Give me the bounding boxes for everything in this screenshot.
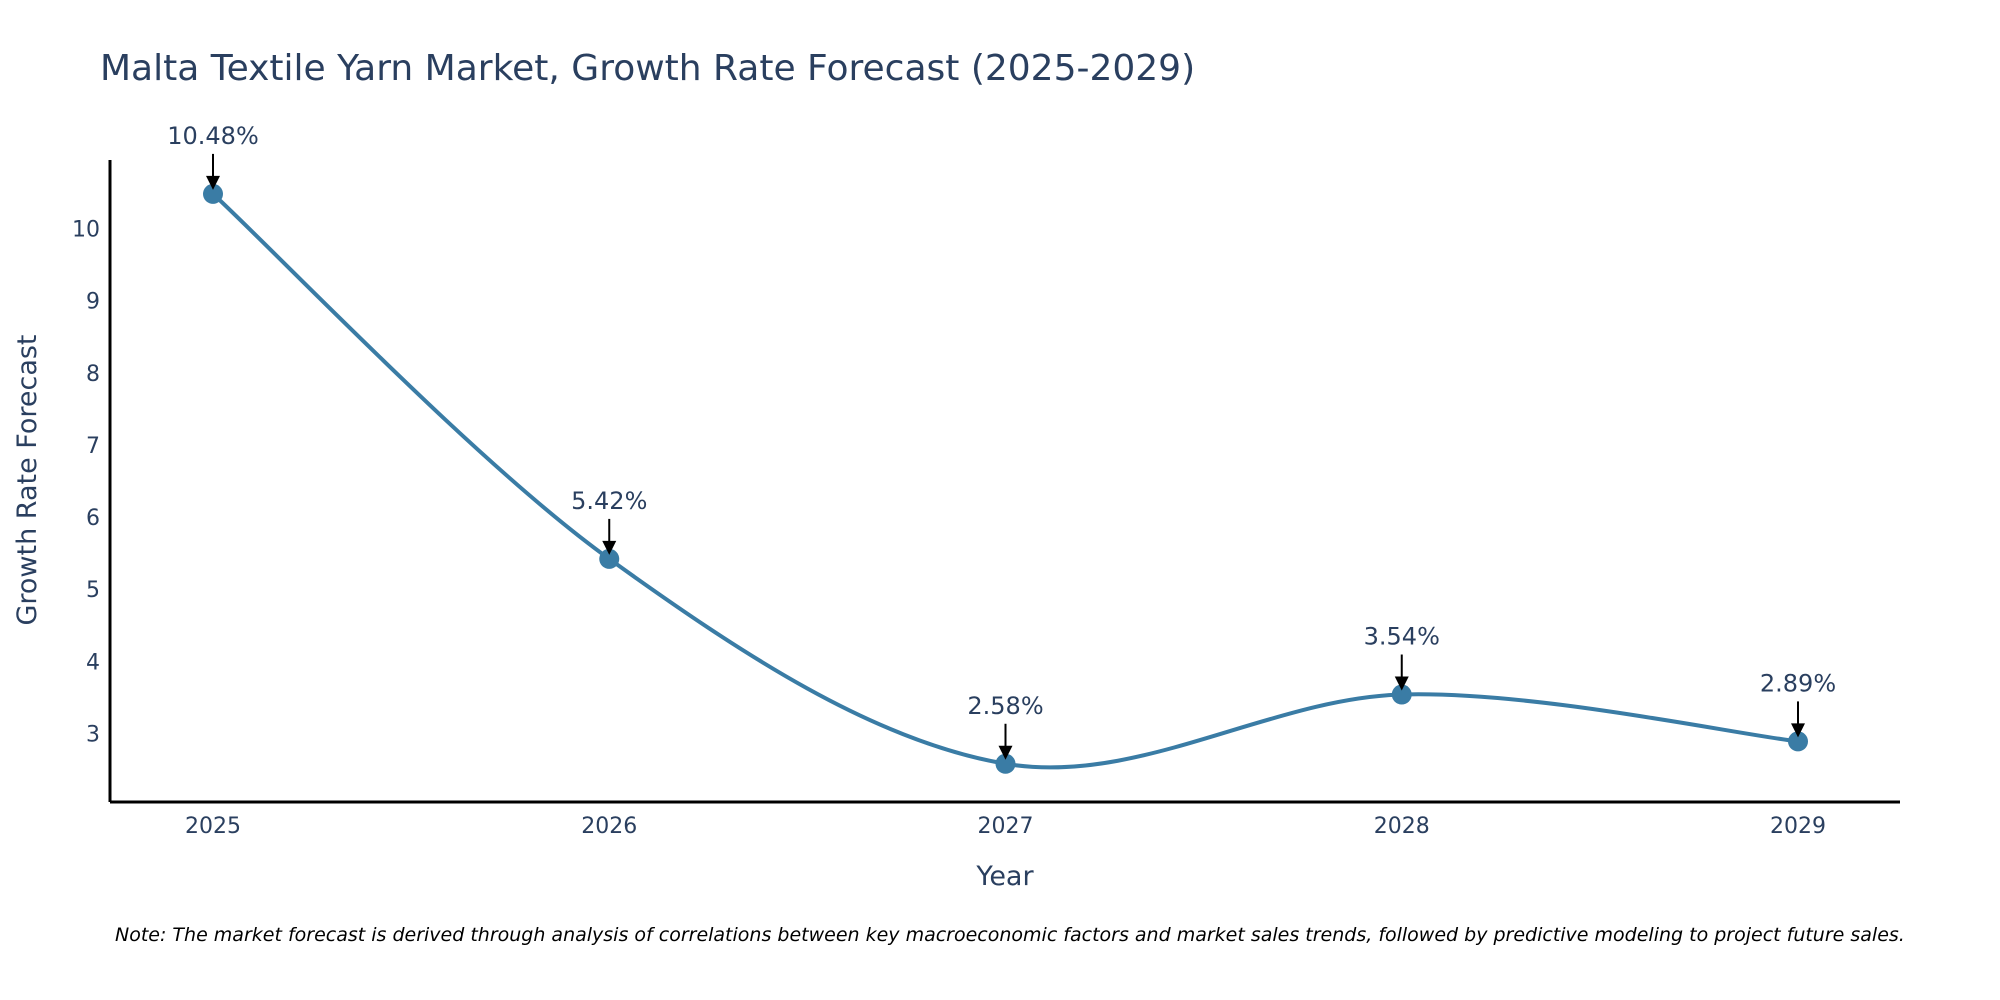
data-label: 5.42%	[571, 487, 647, 515]
data-label: 2.89%	[1760, 669, 1836, 697]
annotation-arrow-head	[1791, 723, 1805, 738]
axes	[108, 160, 1900, 804]
data-label: 10.48%	[167, 122, 259, 150]
annotation-arrow-head	[602, 540, 617, 555]
y-tick-label: 3	[86, 722, 100, 747]
data-point	[995, 753, 1016, 774]
data-point	[203, 183, 223, 204]
y-tick-label: 6	[86, 506, 100, 531]
x-tick-label: 2028	[1374, 814, 1430, 839]
annotation-arrow-head	[998, 745, 1013, 760]
x-tick-label: 2025	[185, 814, 241, 839]
x-tick-label: 2029	[1770, 814, 1826, 839]
data-point	[599, 548, 620, 569]
x-tick-label: 2027	[978, 814, 1034, 839]
x-tick-label: 2026	[581, 814, 637, 839]
series-line	[211, 192, 1799, 770]
data-point	[1788, 731, 1808, 752]
annotations: 10.48% 5.42% 2.58% 3.54% 2.89%	[167, 122, 1836, 760]
y-tick-label: 7	[86, 434, 100, 459]
data-label: 2.58%	[967, 692, 1043, 720]
y-tick-label: 10	[72, 218, 100, 243]
data-label: 3.54%	[1364, 623, 1440, 651]
data-point	[1391, 684, 1412, 705]
annotation-arrow-head	[206, 175, 220, 190]
markers	[203, 183, 1808, 774]
y-axis-title: Growth Rate Forecast	[12, 334, 43, 625]
y-tick-label: 4	[86, 650, 100, 675]
x-ticks: 2025 2026 2027 2028 2029	[185, 814, 1826, 839]
annotation-arrow-head	[1394, 676, 1409, 691]
y-ticks: 3 4 5 6 7 8 9 10	[72, 218, 100, 748]
y-tick-label: 8	[86, 362, 100, 387]
footnote: Note: The market forecast is derived thr…	[115, 924, 1905, 946]
x-axis-title: Year	[975, 861, 1034, 892]
y-tick-label: 5	[86, 578, 100, 603]
chart-title: Malta Textile Yarn Market, Growth Rate F…	[100, 48, 1195, 89]
y-tick-label: 9	[86, 290, 100, 315]
